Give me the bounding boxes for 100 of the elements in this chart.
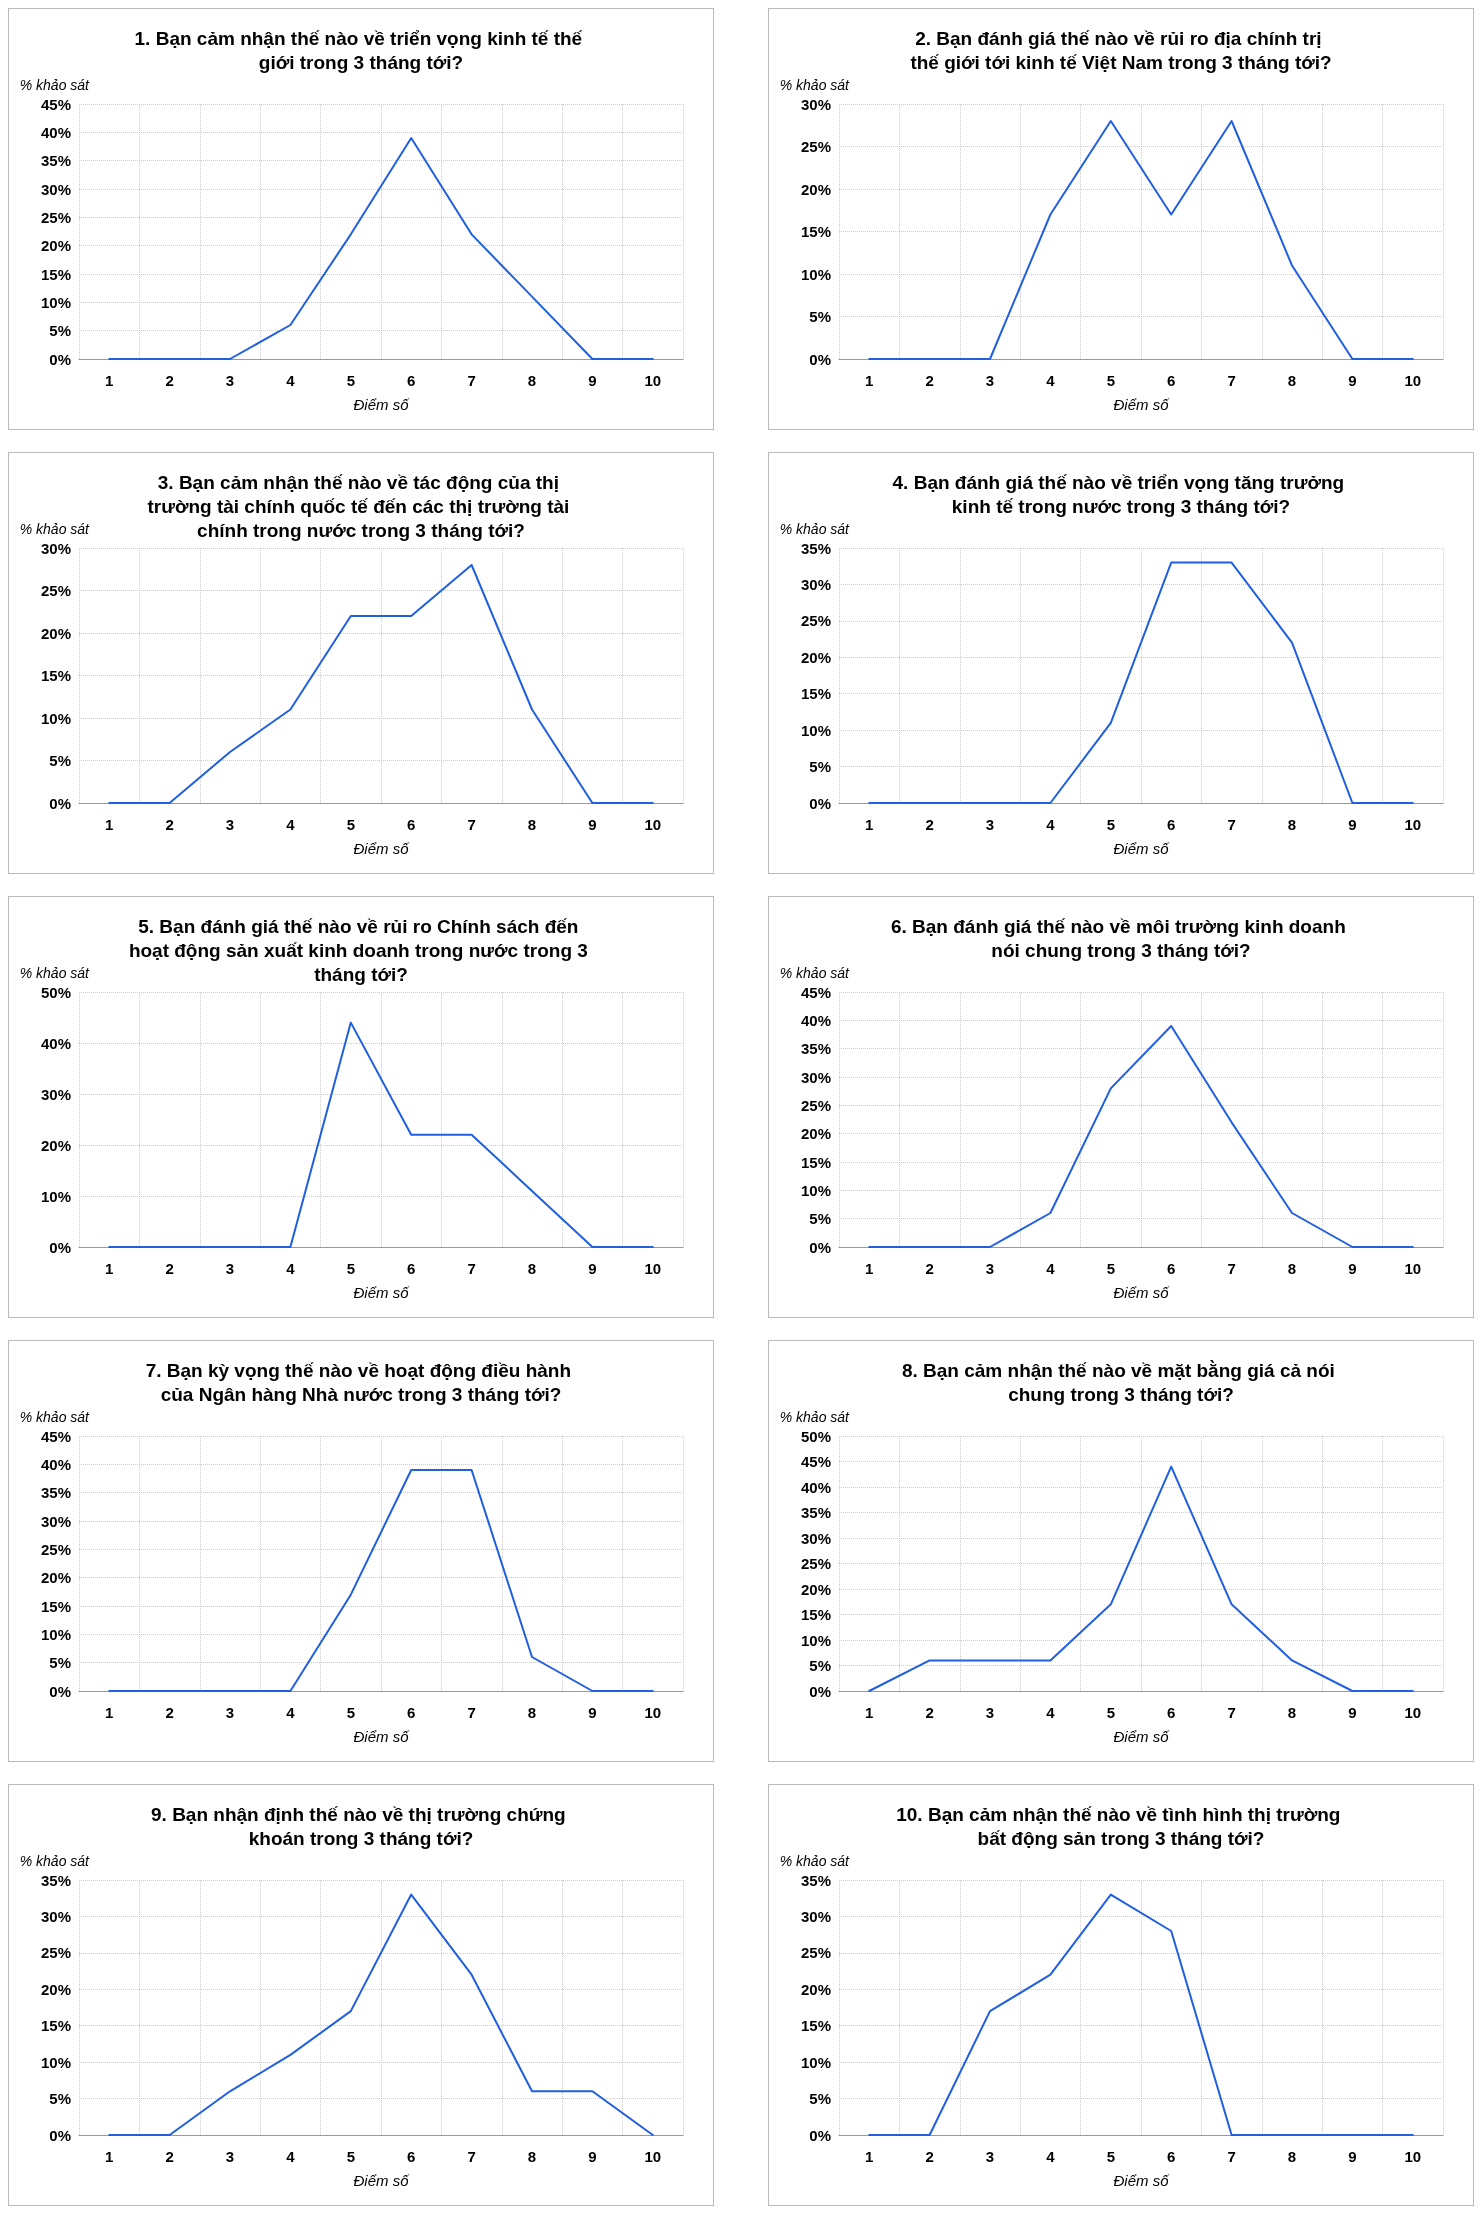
x-tick-label: 5 [346, 1704, 355, 1721]
x-tick-label: 6 [407, 372, 416, 389]
x-tick-label: 1 [105, 1704, 114, 1721]
y-tick-label: 20% [40, 237, 71, 255]
y-tick-label: 0% [809, 350, 831, 368]
y-tick-label: 15% [40, 667, 71, 684]
y-tick-label: 25% [40, 582, 71, 599]
y-tick-label: 5% [809, 308, 831, 325]
y-tick-label: 40% [40, 123, 71, 141]
x-tick-label: 10 [644, 372, 662, 389]
x-tick-label: 9 [1348, 1260, 1357, 1277]
y-tick-label: 50% [40, 983, 71, 1001]
x-tick-label: 4 [286, 1260, 296, 1277]
y-tick-label: 10% [800, 721, 831, 739]
y-tick-label: 0% [809, 1238, 831, 1256]
x-tick-label: 2 [925, 1260, 934, 1277]
x-tick-label: 1 [105, 816, 114, 833]
y-tick-label: 5% [809, 2090, 831, 2108]
x-tick-label: 6 [1167, 1260, 1176, 1277]
y-tick-label: 40% [40, 1455, 71, 1473]
y-tick-label: 35% [40, 1871, 71, 1889]
y-tick-label: 0% [49, 1238, 71, 1256]
x-tick-label: 9 [1348, 2148, 1357, 2165]
x-axis-title: Điểm số [1113, 2172, 1171, 2189]
y-tick-label: 15% [800, 1606, 831, 1623]
y-tick-label: 25% [40, 208, 71, 226]
x-tick-label: 8 [527, 1260, 537, 1277]
x-axis-title: Điểm số [353, 2172, 411, 2189]
y-tick-label: 30% [40, 1512, 71, 1530]
chart-title: 8. Bạn cảm nhận thế nào về mặt bằng giá cả nói chung trong 3 tháng tới? [901, 1359, 1341, 1405]
y-tick-label: 10% [40, 1625, 71, 1643]
x-tick-label: 3 [985, 1260, 995, 1277]
x-tick-label: 2 [165, 372, 174, 389]
y-tick-label: 35% [800, 1504, 831, 1521]
x-tick-label: 10 [644, 816, 662, 833]
y-tick-label: 45% [40, 95, 71, 113]
x-tick-label: 9 [588, 2148, 597, 2165]
y-tick-label: 35% [800, 1040, 831, 1058]
y-tick-label: 10% [800, 1181, 831, 1199]
x-tick-label: 5 [1106, 816, 1115, 833]
x-tick-label: 7 [1227, 1704, 1236, 1721]
line-series [108, 1469, 654, 1692]
y-tick-label: 20% [40, 624, 71, 642]
y-tick-label: 35% [800, 539, 831, 557]
x-axis-title: Điểm số [353, 840, 411, 857]
y-tick-label: 10% [40, 709, 71, 727]
y-axis-title: % khảo sát [779, 1409, 851, 1425]
x-tick-label: 5 [1106, 1260, 1115, 1277]
x-tick-label: 1 [865, 372, 874, 389]
x-tick-label: 9 [588, 1704, 597, 1721]
x-tick-label: 8 [527, 1704, 537, 1721]
x-tick-label: 3 [225, 2148, 235, 2165]
x-tick-label: 4 [1046, 372, 1056, 389]
x-tick-label: 10 [1404, 816, 1422, 833]
x-tick-label: 3 [985, 1704, 995, 1721]
y-tick-label: 5% [809, 1657, 831, 1674]
x-tick-label: 9 [588, 816, 597, 833]
x-axis-title: Điểm số [353, 1728, 411, 1745]
x-tick-label: 3 [225, 816, 235, 833]
x-tick-label: 6 [1167, 816, 1176, 833]
x-tick-label: 7 [1227, 816, 1236, 833]
y-tick-label: 50% [800, 1427, 831, 1445]
y-tick-label: 15% [800, 1153, 831, 1171]
chart-title: 3. Bạn cảm nhận thế nào về tác động của thị trường tài chính quốc tế đến các thị trường tài chính trong nước trong 3 tháng tới? [147, 471, 575, 541]
chart-title: 1. Bạn cảm nhận thế nào về triển vọng kinh tế thế giới trong 3 tháng tới? [134, 27, 588, 73]
x-tick-label: 7 [467, 1260, 476, 1277]
x-tick-label: 2 [925, 1704, 934, 1721]
x-tick-label: 10 [644, 1704, 662, 1721]
x-tick-label: 9 [588, 372, 597, 389]
y-tick-label: 45% [40, 1427, 71, 1445]
x-tick-label: 1 [865, 2148, 874, 2165]
y-tick-label: 40% [800, 1478, 831, 1496]
y-tick-label: 25% [40, 1944, 71, 1962]
x-tick-label: 8 [1287, 1260, 1297, 1277]
y-tick-label: 25% [800, 1555, 831, 1572]
y-tick-label: 30% [40, 1907, 71, 1925]
x-tick-label: 5 [346, 372, 355, 389]
y-tick-label: 5% [809, 1210, 831, 1228]
line-series [868, 120, 1414, 360]
x-tick-label: 9 [1348, 1704, 1357, 1721]
x-tick-label: 9 [1348, 816, 1357, 833]
chart-title: 4. Bạn đánh giá thế nào về triển vọng tăng trưởng kinh tế trong nước trong 3 tháng tới? [892, 471, 1350, 517]
x-tick-label: 4 [286, 816, 296, 833]
line-series [108, 1021, 654, 1248]
x-tick-label: 2 [165, 1260, 174, 1277]
y-axis-title: % khảo sát [779, 521, 851, 537]
x-tick-label: 4 [286, 1704, 296, 1721]
x-tick-label: 8 [527, 372, 537, 389]
y-tick-label: 15% [800, 685, 831, 703]
x-tick-label: 3 [225, 1260, 235, 1277]
y-axis-title: % khảo sát [779, 77, 851, 93]
y-tick-label: 5% [49, 1654, 71, 1672]
x-tick-label: 10 [1404, 2148, 1422, 2165]
y-tick-label: 30% [40, 539, 71, 557]
line-series [868, 1025, 1414, 1248]
x-tick-label: 8 [527, 2148, 537, 2165]
x-tick-label: 2 [165, 1704, 174, 1721]
y-axis-title: % khảo sát [19, 1409, 91, 1425]
x-tick-label: 1 [865, 1260, 874, 1277]
y-tick-label: 0% [49, 2126, 71, 2144]
